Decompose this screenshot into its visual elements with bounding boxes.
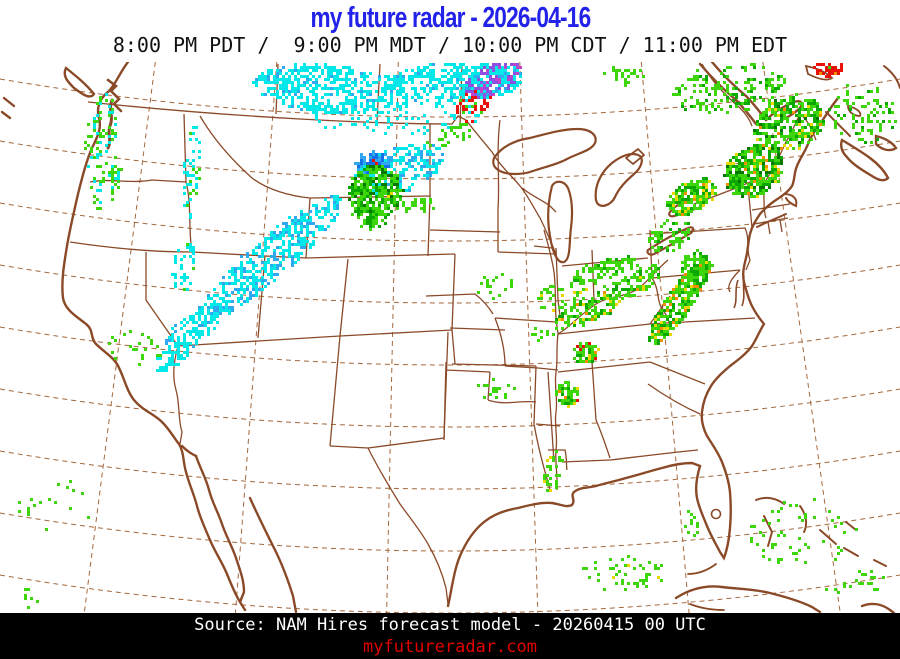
va-nc-border xyxy=(649,317,756,325)
colorado-delta xyxy=(180,444,198,458)
wy-co-41n xyxy=(305,253,456,259)
mo-w-border xyxy=(494,317,506,367)
potomac xyxy=(728,269,741,293)
lake-michigan xyxy=(547,180,574,264)
ks-ok-37n xyxy=(451,363,537,367)
mn-wi-border xyxy=(491,151,557,255)
st-lawrence-north-bank xyxy=(710,62,768,122)
valid-time-strip: 8:00 PM PDT / 9:00 PM MDT / 10:00 PM CDT… xyxy=(112,33,788,57)
vancouver-island xyxy=(63,66,96,98)
wi-il-border xyxy=(533,245,553,249)
florida-keys xyxy=(687,563,717,575)
baja-gulf-coast xyxy=(194,454,246,604)
tn-ms-al-35n xyxy=(557,361,651,373)
bahamas-islands xyxy=(755,496,887,567)
co-nm-37n xyxy=(339,329,456,365)
in-oh-border xyxy=(591,249,595,301)
lake-okeechobee xyxy=(710,508,722,520)
ca-nv-diagonal xyxy=(145,252,183,445)
ontario-quebec-border xyxy=(701,63,753,127)
mo-ar-border xyxy=(504,365,559,371)
ma-n-border xyxy=(751,203,791,211)
cuba-north-coast xyxy=(674,585,822,613)
red-river xyxy=(487,399,537,404)
mexico-mainland-coast xyxy=(248,496,298,613)
mississippi-river xyxy=(543,229,559,491)
sd-ne-border xyxy=(425,293,494,315)
ne-ks-border xyxy=(449,327,506,331)
cape-cod xyxy=(783,193,798,208)
nd-mn-red-river xyxy=(497,119,501,252)
nm-s-border xyxy=(329,445,369,449)
website-link[interactable]: myfutureradar.com xyxy=(363,636,537,657)
source-text: Source: NAM Hires forecast model - 20260… xyxy=(194,615,706,636)
hispaniola-corner xyxy=(860,602,896,613)
nc-sc-border xyxy=(649,361,706,385)
newfoundland-corner xyxy=(883,65,900,89)
ok-ar-border xyxy=(533,365,537,425)
wy-e-border xyxy=(427,195,431,257)
state-borders xyxy=(69,63,817,605)
canada-border xyxy=(87,101,493,153)
tx-panhandle xyxy=(443,361,491,441)
rio-grande xyxy=(367,447,449,605)
nd-sd-border xyxy=(429,229,501,233)
wi-mi-up-border xyxy=(521,187,557,213)
ct-ri-borders xyxy=(753,217,789,235)
al-ga-border xyxy=(591,361,611,459)
ny-pa-border xyxy=(649,227,751,271)
co-e-border xyxy=(451,253,456,331)
ga-sc-border xyxy=(647,383,701,415)
ut-az-37n xyxy=(177,335,341,347)
ar-la-border xyxy=(535,423,561,427)
mn-ia-border xyxy=(497,251,557,255)
wa-or-border xyxy=(89,179,187,183)
left-edge-islands xyxy=(0,96,16,120)
st-lawrence-south-bank xyxy=(698,62,758,126)
ut-co-border xyxy=(339,258,349,337)
nm-tx-border xyxy=(367,331,449,449)
lake-superior xyxy=(492,127,597,176)
ms-al-border xyxy=(547,371,555,463)
il-in-border xyxy=(555,247,561,317)
radar-overlay xyxy=(18,63,897,609)
la-ms-border xyxy=(548,449,568,471)
fl-n-border xyxy=(561,449,699,463)
cuba-south-coast xyxy=(689,603,725,611)
wa-id-border xyxy=(183,113,187,183)
footer-bar: Source: NAM Hires forecast model - 20260… xyxy=(0,613,900,659)
chesapeake-bay xyxy=(733,275,745,309)
georgian-bay xyxy=(625,148,645,165)
nova-scotia xyxy=(840,138,890,182)
long-island xyxy=(756,213,787,228)
pacific-baja-coast xyxy=(61,62,247,612)
cape-breton xyxy=(874,134,898,152)
gulf-atlantic-coast xyxy=(446,96,840,608)
ia-mo-border xyxy=(494,317,557,323)
nm-w-border xyxy=(329,335,341,447)
ky-tn-border xyxy=(557,323,651,335)
lake-huron xyxy=(594,152,643,207)
page-title: my future radar - 2026-04-16 xyxy=(310,2,591,34)
id-mt-border xyxy=(199,115,311,199)
bay-of-fundy xyxy=(825,111,851,137)
